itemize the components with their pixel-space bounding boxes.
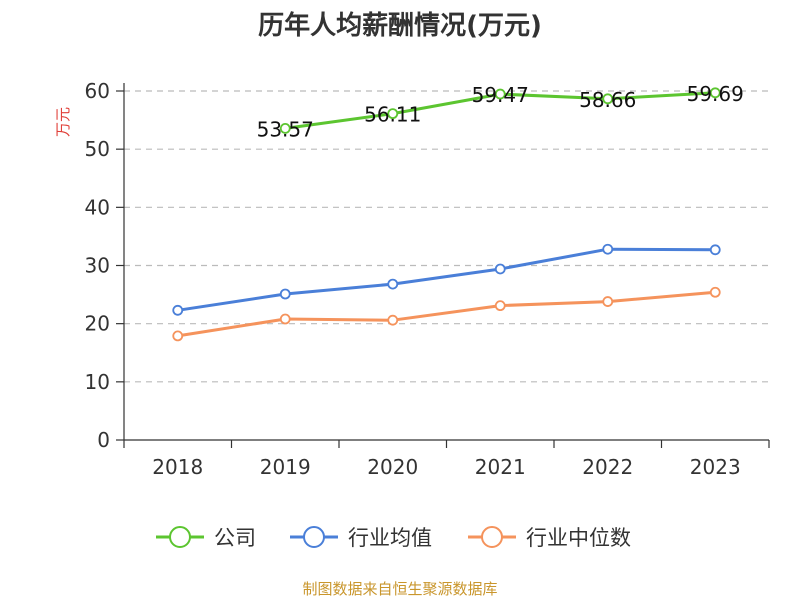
data-point-2-2019 (279, 313, 291, 325)
data-point-0-2021 (494, 88, 506, 100)
data-label-0-2022: 58.66 (579, 88, 636, 112)
gridlines (124, 90, 769, 383)
legend: 公司 行业均值 行业中位数 (156, 526, 631, 550)
data-point-0-2019 (279, 123, 291, 134)
data-point-0-2023 (709, 87, 721, 99)
legend-swatch-marker-2 (481, 526, 503, 548)
legend-item-2: 行业中位数 (468, 526, 631, 550)
chart-title: 历年人均薪酬情况(万元) (258, 10, 542, 41)
data-point-2-2018 (172, 330, 184, 342)
data-point-1-2020 (387, 278, 399, 290)
x-tick-label-2021: 2021 (475, 455, 526, 479)
legend-label-0: 公司 (214, 526, 256, 550)
data-point-2-2022 (602, 296, 614, 307)
data-label-0-2021: 59.47 (472, 83, 529, 107)
x-tick-label-2023: 2023 (690, 455, 741, 479)
axes: 0 10 20 30 40 50 60 2018 2019 2020 2021 2022 2023 (85, 79, 770, 479)
y-tick-label-20: 20 (85, 312, 110, 336)
data-point-1-2021 (494, 263, 506, 275)
data-point-0-2020 (387, 108, 399, 120)
x-tick-label-2022: 2022 (582, 455, 633, 479)
series-0 (279, 87, 721, 134)
data-point-0-2022 (602, 93, 614, 105)
y-tick-label-30: 30 (85, 254, 110, 278)
legend-item-1: 行业均值 (290, 526, 432, 550)
y-tick-label-60: 60 (85, 79, 110, 103)
y-tick-label-50: 50 (85, 137, 110, 161)
data-labels: 53.57 56.11 59.47 58.66 59.69 (257, 82, 744, 142)
legend-item-0: 公司 (156, 526, 256, 550)
data-point-1-2022 (602, 243, 614, 255)
series-1 (172, 243, 721, 316)
y-tick-label-0: 0 (97, 428, 110, 452)
data-point-2-2020 (387, 314, 399, 326)
data-label-0-2023: 59.69 (687, 82, 744, 106)
data-point-1-2018 (172, 304, 184, 316)
series-line-2 (177, 290, 716, 338)
legend-swatch-marker-1 (303, 526, 325, 548)
legend-swatch-marker-0 (169, 526, 191, 548)
data-label-0-2019: 53.57 (257, 117, 314, 141)
legend-label-2: 行业中位数 (526, 526, 631, 550)
data-label-0-2020: 56.11 (364, 103, 421, 127)
legend-label-1: 行业均值 (348, 526, 432, 550)
y-tick-label-40: 40 (85, 195, 110, 219)
x-tick-label-2018: 2018 (152, 455, 203, 479)
source-note: 制图数据来自恒生聚源数据库 (302, 580, 497, 598)
data-point-1-2023 (709, 244, 721, 256)
data-point-2-2021 (494, 300, 506, 312)
data-point-2-2023 (709, 286, 721, 298)
y-tick-label-10: 10 (85, 370, 110, 394)
series-line-1 (177, 247, 716, 312)
x-tick-label-2019: 2019 (260, 455, 311, 479)
x-tick-label-2020: 2020 (367, 455, 418, 479)
y-axis-label: 万元 (54, 107, 72, 137)
series-layer (172, 87, 721, 342)
series-2 (172, 286, 721, 342)
data-point-1-2019 (279, 288, 291, 300)
